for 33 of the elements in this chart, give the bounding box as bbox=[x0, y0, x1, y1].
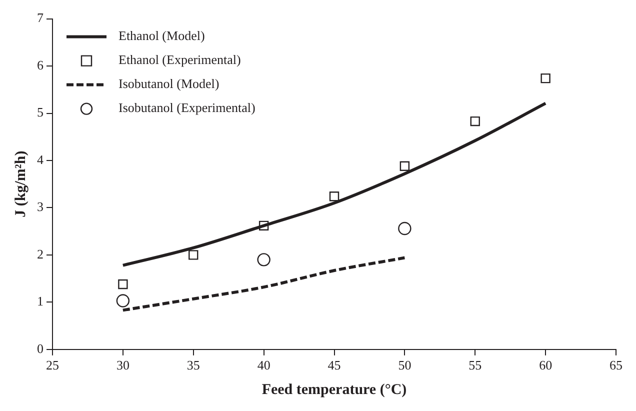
x-tick-label: 55 bbox=[468, 358, 482, 373]
point bbox=[540, 73, 550, 84]
y-axis-title: J (kg/m²h) bbox=[12, 150, 29, 218]
point bbox=[118, 279, 128, 290]
y-tick-label: 0 bbox=[37, 340, 44, 356]
x-tick-label: 65 bbox=[610, 358, 622, 373]
x-tick-label: 45 bbox=[328, 358, 341, 373]
x-tick-label: 35 bbox=[186, 358, 200, 373]
y-tick-label: 7 bbox=[37, 10, 44, 26]
y-tick-label: 2 bbox=[37, 246, 44, 262]
legend-label: Ethanol (Experimental) bbox=[118, 52, 241, 68]
point bbox=[400, 161, 410, 171]
y-tick-label: 3 bbox=[37, 199, 44, 214]
point bbox=[329, 192, 340, 202]
point bbox=[188, 250, 198, 260]
x-tick-label: 30 bbox=[116, 358, 130, 373]
y-tick-label: 4 bbox=[37, 152, 44, 167]
line-series bbox=[121, 102, 548, 267]
y-tick-label: 1 bbox=[37, 294, 44, 309]
x-tick-label: 25 bbox=[46, 358, 59, 373]
point bbox=[116, 294, 130, 308]
legend-label: Isobutanol (Experimental) bbox=[118, 100, 256, 116]
x-tick-label: 50 bbox=[398, 358, 412, 373]
legend-label: Isobutanol (Model) bbox=[118, 76, 220, 92]
point bbox=[398, 222, 412, 236]
x-tick-label: 40 bbox=[257, 358, 270, 373]
x-axis-title: Feed temperature (°C) bbox=[262, 382, 407, 398]
y-tick-label: 5 bbox=[37, 104, 44, 120]
legend-label: Ethanol (Model) bbox=[118, 28, 205, 44]
y-tick-label: 6 bbox=[37, 57, 44, 72]
point bbox=[470, 116, 480, 126]
x-tick-label: 60 bbox=[539, 358, 552, 373]
point bbox=[257, 253, 270, 266]
